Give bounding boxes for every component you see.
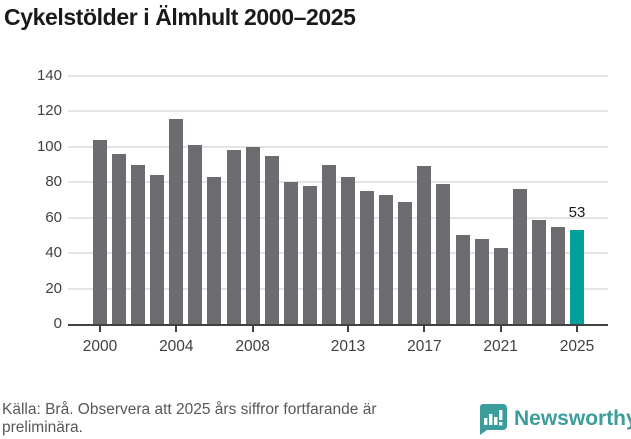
bar-2013: [341, 176, 356, 324]
bar-2017: [417, 166, 432, 324]
bar-2020: [474, 238, 489, 324]
bar-2016: [398, 201, 413, 324]
bar-2000: [93, 139, 107, 324]
gridline-y-100: [68, 145, 608, 148]
x-axis-label-2008: 2008: [235, 338, 270, 355]
y-axis-label-40: 40: [45, 244, 62, 262]
bar-2019: [455, 235, 470, 324]
x-axis-tick-2000: [99, 326, 101, 332]
bar-2001: [112, 153, 127, 324]
gridline-y-60: [68, 216, 608, 219]
y-axis-label-80: 80: [45, 173, 62, 191]
x-axis-label-2000: 2000: [82, 338, 118, 355]
bar-2006: [207, 176, 222, 324]
gridline-y-140: [68, 75, 608, 77]
x-axis-tick-2025: [576, 326, 578, 332]
x-axis-label-2025: 2025: [559, 338, 595, 355]
x-axis-label-2017: 2017: [407, 338, 442, 355]
y-axis-label-100: 100: [36, 137, 62, 155]
bar-2009: [264, 155, 279, 324]
highlight-value-label: 53: [568, 204, 586, 222]
y-axis-label-0: 0: [53, 315, 62, 332]
bar-2021: [493, 247, 508, 324]
x-axis-tick-2017: [423, 326, 426, 332]
source-note: Källa: Brå. Observera att 2025 års siffr…: [2, 401, 377, 436]
x-axis-label-2013: 2013: [330, 338, 366, 355]
chart-title: Cykelstölder i Älmhult 2000–2025: [4, 4, 356, 30]
bar-2005: [188, 145, 203, 324]
bar-2022: [512, 189, 527, 324]
bar-2023: [531, 219, 546, 324]
plot-area: [68, 75, 608, 326]
newsworthy-logo: Newsworthy: [477, 403, 631, 435]
bar-2008: [245, 146, 260, 324]
bar-2011: [302, 185, 317, 324]
y-axis-label-20: 20: [45, 279, 62, 297]
bar-2010: [283, 182, 298, 324]
y-axis-label-60: 60: [45, 208, 62, 226]
x-axis-tick-2004: [175, 326, 178, 332]
bar-2012: [321, 164, 336, 324]
bar-2003: [150, 175, 165, 324]
bar-2007: [226, 150, 241, 324]
bar-2002: [131, 164, 146, 324]
x-axis-tick-2021: [499, 326, 502, 332]
x-axis-label-2004: 2004: [159, 338, 194, 355]
x-axis-label-2021: 2021: [483, 338, 518, 355]
x-axis-tick-2008: [251, 326, 254, 332]
bar-2024: [550, 226, 565, 324]
bar-2015: [379, 194, 394, 324]
y-axis-label-120: 120: [36, 102, 62, 120]
bar-2025: [570, 230, 584, 324]
bar-2014: [360, 191, 375, 324]
gridline-y-80: [68, 181, 608, 184]
newsworthy-wordmark: Newsworthy: [514, 407, 631, 430]
bar-2018: [436, 184, 451, 324]
gridline-y-120: [68, 110, 608, 113]
bar-chart-speech-bubble-icon: [479, 404, 507, 435]
bar-2004: [169, 118, 184, 324]
gridline-y-40: [68, 252, 608, 255]
gridline-y-20: [68, 287, 608, 290]
x-axis-tick-2013: [347, 326, 350, 332]
y-axis-label-140: 140: [36, 67, 62, 84]
